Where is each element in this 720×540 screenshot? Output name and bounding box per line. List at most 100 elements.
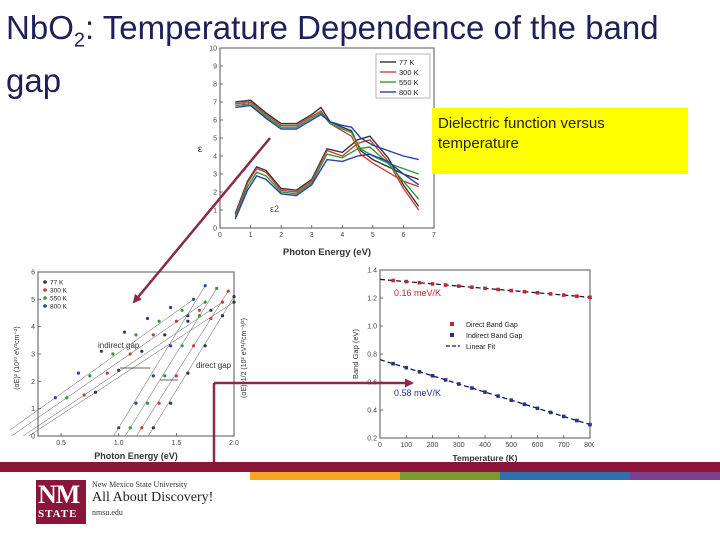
bandgap-point-indirect (575, 418, 579, 423)
indirect-gap-text: indirect gap (98, 341, 140, 350)
absorption-point-indirect (53, 396, 57, 400)
absorption-fit-line (113, 285, 206, 437)
bandgap-xtick-label: 200 (427, 442, 439, 449)
absorption-point-direct (232, 295, 236, 299)
dielectric-xtick-label: 3 (310, 232, 314, 239)
bandgap-xtick-label: 500 (505, 442, 517, 449)
bandgap-point-indirect (548, 410, 553, 415)
bandgap-point-direct (443, 283, 448, 287)
bandgap-xtick-label: 800 (584, 442, 594, 449)
bandgap-point-direct (404, 279, 409, 284)
absorption-xtick-label: 0.5 (56, 440, 66, 447)
absorption-point-direct (174, 374, 178, 378)
absorption-point-indirect (163, 333, 167, 337)
logo-website: nmsu.edu (92, 508, 123, 517)
absorption-point-indirect (111, 352, 115, 356)
dielectric-xtick-label: 1 (249, 232, 253, 239)
bandgap-chart: 01002003004005006007008000.20.40.60.81.0… (351, 268, 594, 464)
slide-title: NbO2: Temperature Dependence of the band… (6, 8, 706, 101)
bandgap-legend-label: Linear Fit (466, 344, 495, 351)
absorption-ytick-label: 0 (31, 434, 35, 441)
absorption-point-indirect (197, 308, 201, 312)
absorption-point-indirect (203, 300, 207, 304)
absorption-fit-line (136, 290, 229, 437)
bandgap-legend-label: Indirect Band Gap (466, 333, 523, 340)
dielectric-ytick-label: 3 (213, 172, 217, 179)
absorption-legend-label: 550 K (50, 296, 68, 303)
bandgap-point-direct (561, 293, 566, 297)
callout-box: Dielectric function versus temperature (432, 108, 688, 174)
absorption-point-direct (215, 286, 219, 290)
absorption-xtick-label: 1.0 (114, 440, 124, 447)
absorption-point-direct (145, 401, 150, 405)
bandgap-ytick-label: 1.0 (367, 324, 377, 331)
bandgap-ytick-label: 1.2 (367, 296, 377, 303)
title-o: O (48, 9, 74, 46)
absorption-point-direct (197, 314, 201, 318)
bandgap-point-indirect (496, 394, 500, 398)
dielectric-legend-label: 550 K (399, 78, 419, 87)
dielectric-xtick-label: 0 (218, 232, 222, 239)
absorption-point-direct (192, 344, 196, 348)
absorption-point-indirect (232, 300, 236, 304)
absorption-point-indirect (94, 390, 98, 394)
bandgap-point-direct (509, 288, 513, 293)
absorption-fit-line (10, 299, 194, 431)
bandgap-legend-marker (450, 333, 454, 337)
stripe-band-blue (500, 472, 630, 480)
absorption-ytick-label: 6 (31, 270, 35, 277)
absorption-point-indirect (192, 297, 196, 301)
dielectric-ytick-label: 7 (213, 100, 217, 107)
bandgap-point-indirect (588, 422, 592, 427)
absorption-point-indirect (145, 316, 150, 321)
absorption-xtick-label: 1.5 (171, 440, 181, 447)
direct-gap-text: direct gap (196, 361, 232, 370)
absorption-point-indirect (151, 333, 155, 337)
dielectric-line-e2-77k (234, 135, 420, 214)
bandgap-point-direct (483, 286, 487, 291)
absorption-point-direct (163, 374, 167, 378)
absorption-point-direct (151, 374, 155, 378)
bandgap-point-indirect (443, 378, 448, 382)
bandgap-linear-fit (379, 358, 591, 426)
bandgap-legend-marker (450, 322, 454, 326)
arrow-to-absorption-chart (132, 137, 271, 304)
title-nb: Nb (6, 9, 49, 46)
absorption-fit-line (28, 301, 235, 437)
absorption-fit-line (11, 301, 206, 437)
absorption-point-direct (220, 314, 225, 318)
absorption-point-direct (169, 401, 173, 405)
bandgap-point-indirect (522, 402, 527, 407)
stripe-band-maroon (0, 462, 720, 472)
absorption-point-indirect (76, 371, 80, 375)
direct-gap-label: direct gap (196, 361, 232, 370)
bandgap-xtick-label: 100 (400, 442, 412, 449)
absorption-point-indirect (174, 319, 178, 323)
bandgap-xtick-label: 700 (558, 442, 570, 449)
absorption-xlabel: Photon Energy (eV) (94, 451, 178, 461)
bandgap-ytick-label: 0.4 (367, 408, 377, 415)
logo-mark-top: NM (38, 480, 80, 509)
dielectric-ytick-label: 9 (213, 64, 217, 71)
absorption-point-indirect (122, 330, 127, 334)
title-subscript: 2 (73, 29, 85, 52)
absorption-ylabel-right: (αE)^1/2 (10² eV¹/²cm⁻¹/²) (241, 318, 248, 398)
absorption-fit-line (22, 301, 223, 437)
absorption-point-direct (203, 344, 207, 348)
bandgap-xtick-label: 400 (479, 442, 491, 449)
dielectric-ytick-label: 4 (213, 154, 217, 161)
dielectric-line-e1-550k (235, 103, 419, 175)
absorption-legend-label: 800 K (50, 304, 68, 311)
absorption-point-direct (203, 284, 207, 288)
absorption-point-direct (180, 344, 184, 348)
absorption-point-direct (117, 426, 121, 430)
absorption-ytick-label: 1 (31, 406, 35, 413)
dielectric-xtick-label: 7 (432, 232, 436, 239)
absorption-point-indirect (99, 349, 103, 353)
bandgap-point-direct (391, 278, 395, 283)
bandgap-xlabel: Temperature (K) (452, 453, 517, 463)
absorption-point-direct (134, 401, 138, 405)
callout-text: Dielectric function versus temperature (438, 115, 605, 152)
